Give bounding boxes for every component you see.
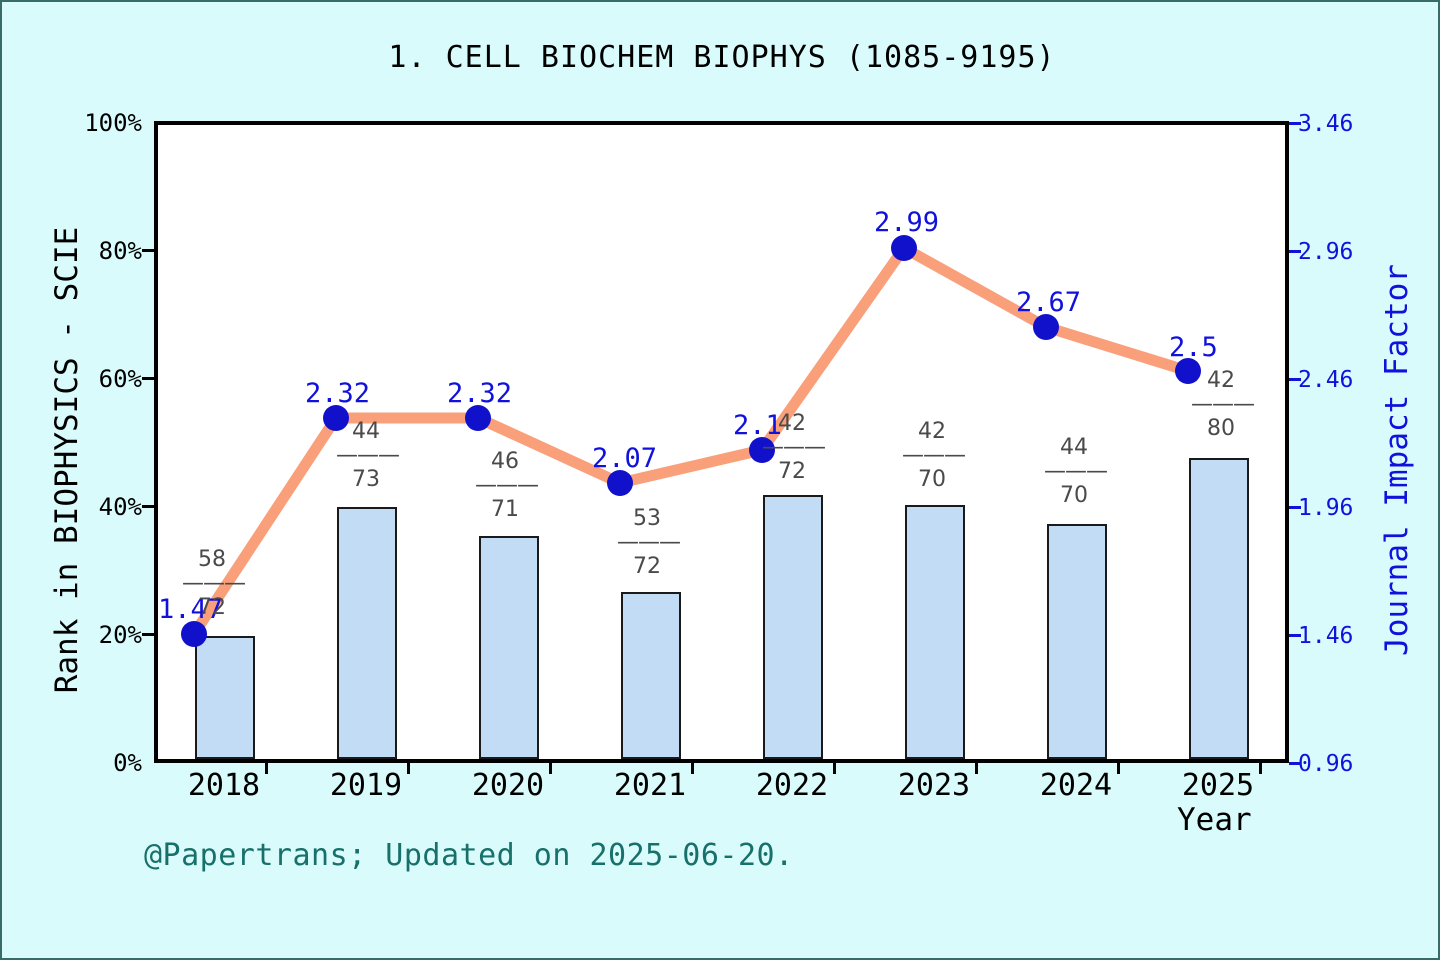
rank-denominator: 73 xyxy=(352,466,380,492)
fraction-bar: ——— xyxy=(475,472,539,498)
fraction-bar: ——— xyxy=(902,442,966,468)
rank-numerator: 58 xyxy=(198,547,226,572)
y-axis-right-tickmark xyxy=(1289,506,1301,509)
y-axis-left-tick-20: 20% xyxy=(98,621,142,649)
bar-2022 xyxy=(763,494,823,759)
fraction-bar: ——— xyxy=(1044,458,1108,484)
bars-container xyxy=(158,125,1285,759)
rank-fraction-2024: 44 ——— 70 xyxy=(1044,435,1108,508)
x-axis-label-2020: 2020 xyxy=(471,768,545,803)
y-axis-left-title: Rank in BIOPHYSICS - SCIE xyxy=(49,226,85,694)
x-axis-label-2024: 2024 xyxy=(1039,768,1113,803)
bar-2024 xyxy=(1047,523,1107,759)
y-axis-right-tickmark xyxy=(1289,250,1301,253)
fraction-bar: ——— xyxy=(182,570,246,596)
rank-numerator: 42 xyxy=(778,411,806,436)
y-axis-left-tick-40: 40% xyxy=(98,493,142,521)
rank-denominator: 80 xyxy=(1207,415,1235,441)
rank-fraction-2019: 44 ——— 73 xyxy=(336,419,400,492)
x-axis-label-2022: 2022 xyxy=(755,768,829,803)
rank-numerator: 53 xyxy=(633,506,661,531)
y-axis-left-tick-60: 60% xyxy=(98,365,142,393)
plot-area xyxy=(154,121,1289,763)
rank-numerator: 42 xyxy=(1207,368,1235,393)
if-value-label-2023: 2.99 xyxy=(874,207,940,238)
bar-2019 xyxy=(337,507,397,759)
page-title: 1. CELL BIOCHEM BIOPHYS (1085-9195) xyxy=(388,40,1056,75)
rank-denominator: 72 xyxy=(633,553,661,579)
rank-denominator: 72 xyxy=(778,458,806,484)
x-axis-tickmark xyxy=(407,763,410,774)
x-axis-label-2023: 2023 xyxy=(897,768,971,803)
rank-numerator: 42 xyxy=(918,419,946,444)
rank-fraction-2021: 53 ——— 72 xyxy=(617,506,681,579)
y-axis-left-tick-80: 80% xyxy=(98,237,142,265)
x-axis-tickmark xyxy=(549,763,552,774)
rank-denominator: 71 xyxy=(491,496,519,522)
rank-fraction-2020: 46 ——— 71 xyxy=(475,449,539,522)
rank-numerator: 44 xyxy=(1060,435,1088,460)
y-axis-right-tick-096: 0.96 xyxy=(1298,751,1354,777)
x-axis-tickmark xyxy=(1259,763,1262,774)
rank-fraction-2023: 42 ——— 70 xyxy=(902,419,966,492)
x-axis-tickmark xyxy=(691,763,694,774)
y-axis-left-tick-0: 0% xyxy=(113,749,142,777)
y-axis-right-tickmark xyxy=(1289,378,1301,381)
y-axis-right-tick-246: 2.46 xyxy=(1298,367,1354,393)
bar-2018 xyxy=(195,636,255,759)
if-value-label-2022: 2.1 xyxy=(733,410,782,441)
x-axis-label-2018: 2018 xyxy=(187,768,261,803)
fraction-bar: ——— xyxy=(762,434,826,460)
if-value-label-2025: 2.5 xyxy=(1169,332,1218,363)
x-axis-title: Year xyxy=(1177,802,1252,838)
bar-2021 xyxy=(621,591,681,759)
bar-2020 xyxy=(479,535,539,759)
x-axis-tickmark xyxy=(265,763,268,774)
y-axis-left-tickmark xyxy=(142,505,155,508)
y-axis-right-tick-346: 3.46 xyxy=(1298,111,1354,137)
fraction-bar: ——— xyxy=(617,529,681,555)
y-axis-left-tickmark xyxy=(142,377,155,380)
y-axis-right-tickmark xyxy=(1289,634,1301,637)
if-value-label-2021: 2.07 xyxy=(592,443,658,474)
rank-denominator: 72 xyxy=(198,594,226,620)
y-axis-left-tickmark xyxy=(142,249,155,252)
y-axis-left-tickmark xyxy=(142,633,155,636)
footer-credit: @Papertrans; Updated on 2025-06-20. xyxy=(144,838,794,873)
x-axis-tickmark xyxy=(1117,763,1120,774)
y-axis-right-tick-296: 2.96 xyxy=(1298,239,1354,265)
fraction-bar: ——— xyxy=(336,442,400,468)
x-axis-label-2019: 2019 xyxy=(329,768,403,803)
if-value-label-2019: 2.32 xyxy=(305,378,371,409)
if-value-label-2024: 2.67 xyxy=(1016,287,1082,318)
x-axis-tickmark xyxy=(975,763,978,774)
rank-denominator: 70 xyxy=(1060,482,1088,508)
y-axis-right-tick-146: 1.46 xyxy=(1298,623,1354,649)
bar-2025 xyxy=(1189,457,1249,759)
y-axis-right-tickmark xyxy=(1289,762,1301,765)
rank-numerator: 44 xyxy=(352,419,380,444)
if-value-label-2018: 1.47 xyxy=(158,594,224,625)
x-axis-label-2025: 2025 xyxy=(1181,768,1255,803)
rank-fraction-2018: 58 ——— 72 xyxy=(182,547,246,620)
y-axis-left-tick-100: 100% xyxy=(84,109,142,137)
rank-denominator: 70 xyxy=(918,466,946,492)
y-axis-right-title: Journal Impact Factor xyxy=(1379,264,1415,656)
y-axis-right-tick-196: 1.96 xyxy=(1298,495,1354,521)
rank-numerator: 46 xyxy=(491,449,519,474)
if-value-label-2020: 2.32 xyxy=(447,378,513,409)
rank-fraction-2022: 42 ——— 72 xyxy=(762,411,826,484)
bar-2023 xyxy=(905,505,965,759)
x-axis-tickmark xyxy=(833,763,836,774)
x-axis-label-2021: 2021 xyxy=(613,768,687,803)
y-axis-right-tickmark xyxy=(1289,122,1301,125)
fraction-bar: ——— xyxy=(1191,391,1255,417)
rank-fraction-2025: 42 ——— 80 xyxy=(1191,368,1255,441)
